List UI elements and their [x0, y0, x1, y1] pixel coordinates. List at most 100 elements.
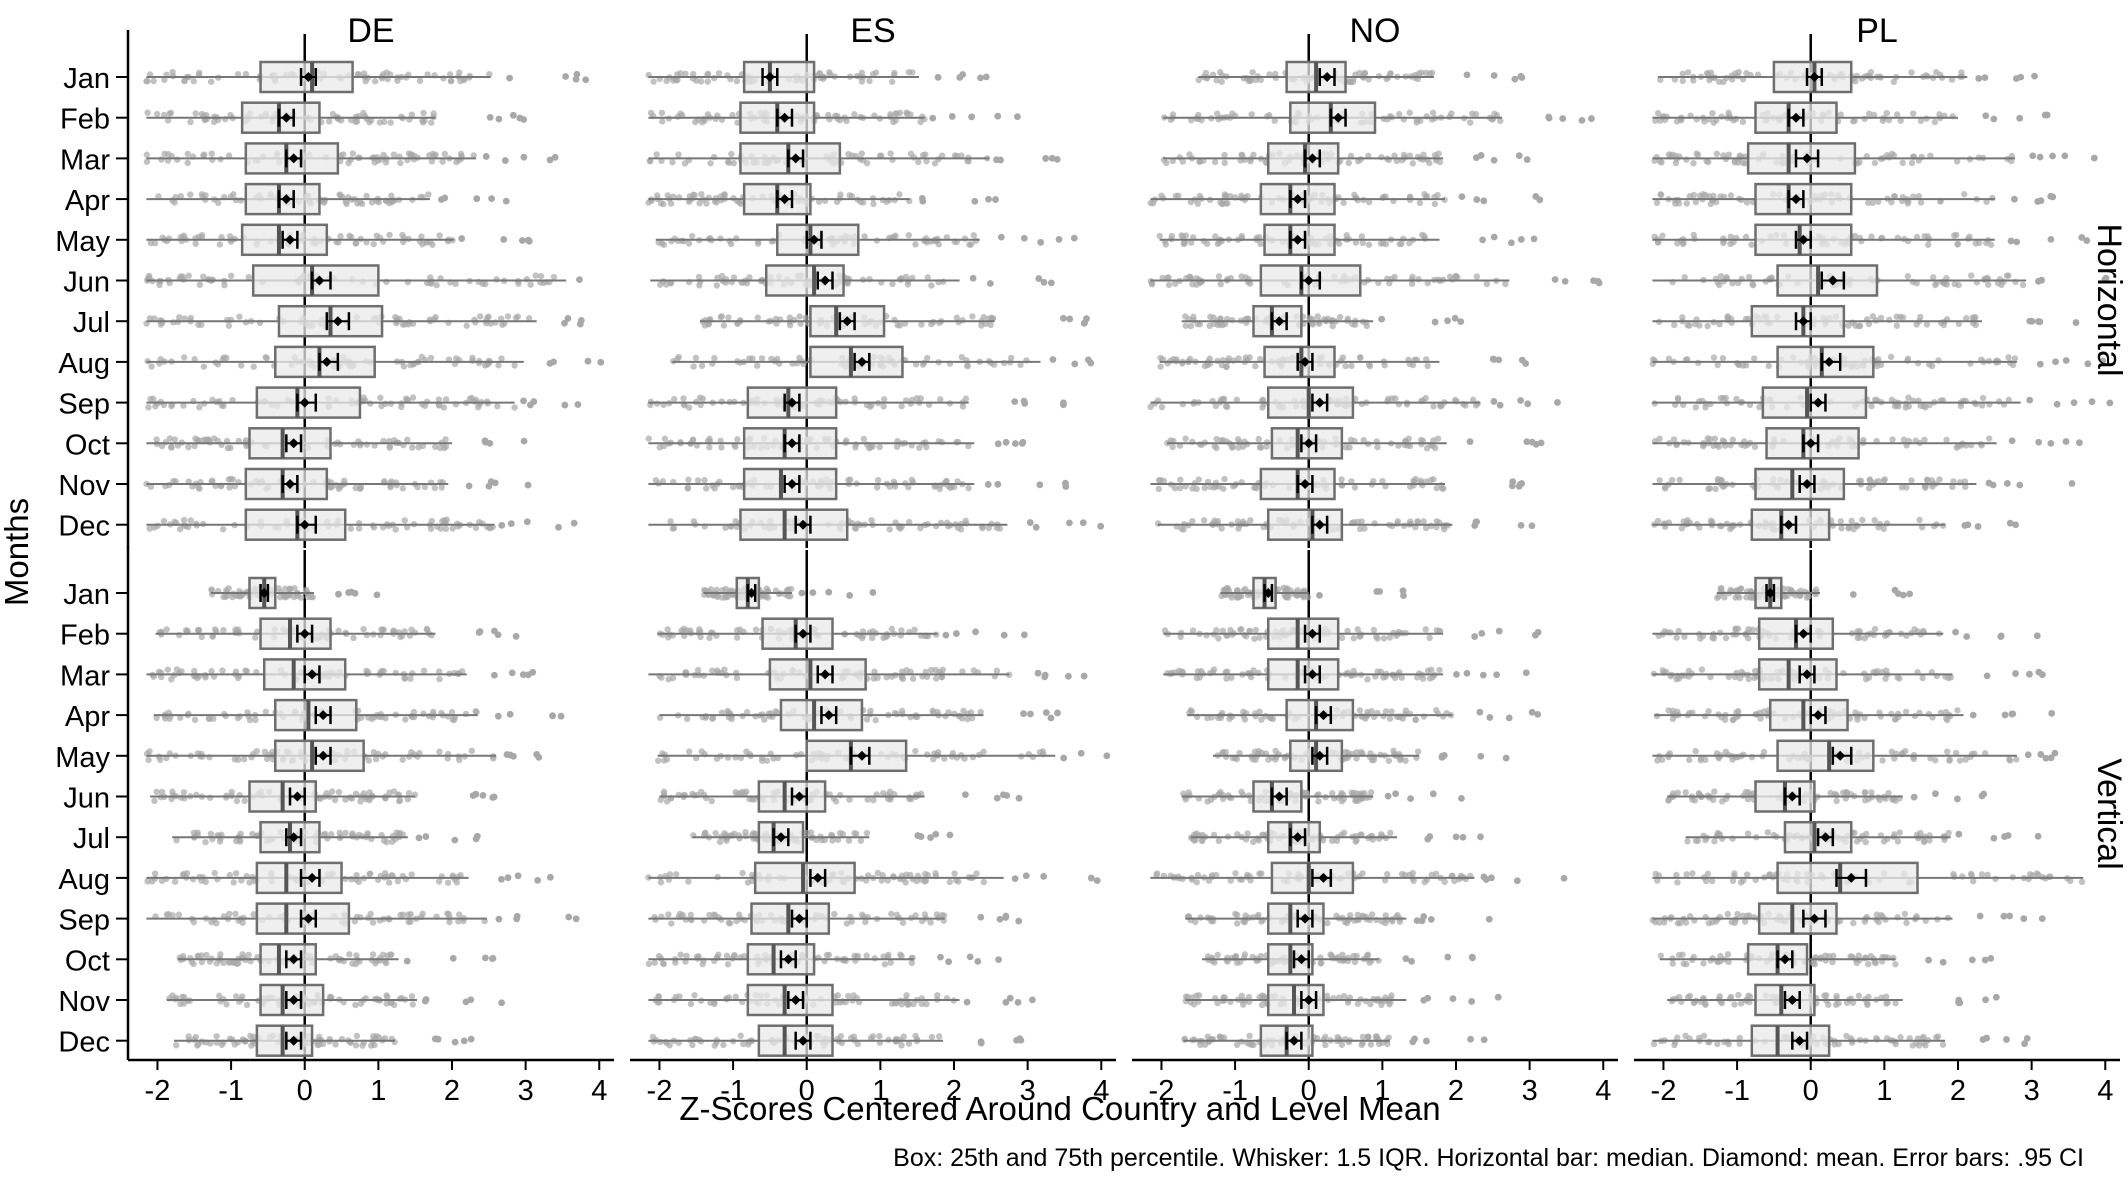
- outlier-point: [451, 1038, 459, 1046]
- data-point: [928, 320, 935, 328]
- data-point: [690, 70, 697, 78]
- outlier-point: [1517, 236, 1525, 243]
- data-point: [909, 69, 916, 76]
- data-point: [987, 321, 994, 329]
- data-point: [1190, 400, 1197, 407]
- data-point: [728, 715, 735, 723]
- outlier-point: [508, 669, 516, 677]
- outlier-point: [520, 153, 528, 161]
- data-point: [372, 755, 380, 763]
- data-point: [746, 274, 753, 281]
- data-point: [436, 675, 443, 683]
- data-point: [352, 240, 359, 247]
- data-point: [718, 398, 725, 405]
- data-point: [685, 240, 693, 247]
- data-point: [352, 790, 360, 798]
- outlier-point: [577, 317, 585, 324]
- mean-diamond: [285, 479, 295, 489]
- data-point: [236, 313, 243, 320]
- data-point: [958, 152, 965, 159]
- data-point: [1235, 355, 1242, 362]
- data-point: [685, 198, 693, 205]
- outlier-point: [1517, 72, 1525, 80]
- data-point: [933, 911, 941, 918]
- data-point: [973, 870, 980, 877]
- data-point: [660, 757, 668, 764]
- data-point: [327, 484, 334, 491]
- data-point: [180, 354, 188, 361]
- data-point: [863, 716, 871, 723]
- mean-diamond: [775, 832, 786, 843]
- data-point: [428, 158, 436, 165]
- data-point: [393, 829, 400, 836]
- data-point: [207, 78, 215, 85]
- outlier-point: [555, 523, 562, 531]
- data-point: [390, 151, 398, 158]
- data-point: [220, 626, 227, 634]
- data-point: [813, 836, 820, 844]
- iqr-box: [274, 345, 376, 379]
- outlier-point: [914, 832, 922, 839]
- outlier-point: [1002, 438, 1010, 446]
- data-point: [846, 796, 853, 803]
- data-point: [893, 110, 900, 117]
- data-point: [391, 1001, 398, 1009]
- box-horizontal-mar: [646, 142, 1061, 175]
- mean-diamond: [307, 669, 318, 680]
- data-point: [754, 362, 761, 369]
- data-point: [405, 911, 412, 918]
- data-point: [669, 674, 677, 682]
- x-tick-label: 4: [591, 1075, 607, 1107]
- outlier-point: [512, 632, 520, 640]
- data-point: [1149, 200, 1157, 207]
- data-point: [202, 838, 209, 846]
- data-point: [213, 960, 220, 967]
- outlier-point: [1530, 235, 1538, 243]
- data-point: [169, 68, 176, 76]
- outlier-point: [498, 999, 506, 1007]
- data-point: [938, 152, 946, 159]
- data-point: [768, 355, 775, 363]
- data-point: [908, 476, 916, 484]
- outlier-point: [1518, 480, 1526, 487]
- data-point: [683, 715, 691, 723]
- data-point: [346, 232, 353, 240]
- mean-diamond: [288, 438, 299, 449]
- data-point: [442, 525, 450, 533]
- iqr-box: [742, 60, 816, 94]
- data-point: [663, 77, 670, 85]
- outlier-point: [977, 74, 984, 82]
- data-point: [253, 747, 260, 755]
- data-point: [1156, 232, 1163, 240]
- data-point: [658, 240, 666, 247]
- data-point: [954, 478, 961, 485]
- data-point: [177, 192, 185, 200]
- data-point: [144, 878, 151, 885]
- mean-diamond: [288, 954, 299, 965]
- data-point: [220, 593, 227, 601]
- data-point: [198, 877, 205, 884]
- data-point: [176, 714, 184, 721]
- data-point: [796, 313, 803, 320]
- data-point: [398, 403, 405, 411]
- data-point: [359, 1042, 366, 1049]
- outlier-point: [984, 481, 992, 488]
- data-point: [1256, 444, 1264, 451]
- data-point: [898, 668, 906, 675]
- data-point: [675, 151, 682, 158]
- data-point: [871, 668, 878, 675]
- y-tick-label: Jan: [63, 579, 110, 611]
- data-point: [696, 200, 703, 207]
- data-point: [1400, 151, 1408, 159]
- y-tick-label: Oct: [65, 945, 110, 977]
- data-point: [836, 829, 844, 837]
- data-point: [388, 192, 395, 199]
- data-point: [192, 240, 199, 247]
- outlier-point: [1017, 1036, 1025, 1044]
- data-point: [203, 951, 210, 959]
- data-point: [1029, 753, 1037, 761]
- data-point: [395, 797, 403, 805]
- data-point: [349, 150, 357, 157]
- data-point: [729, 483, 737, 491]
- y-tick-label: Aug: [58, 348, 110, 380]
